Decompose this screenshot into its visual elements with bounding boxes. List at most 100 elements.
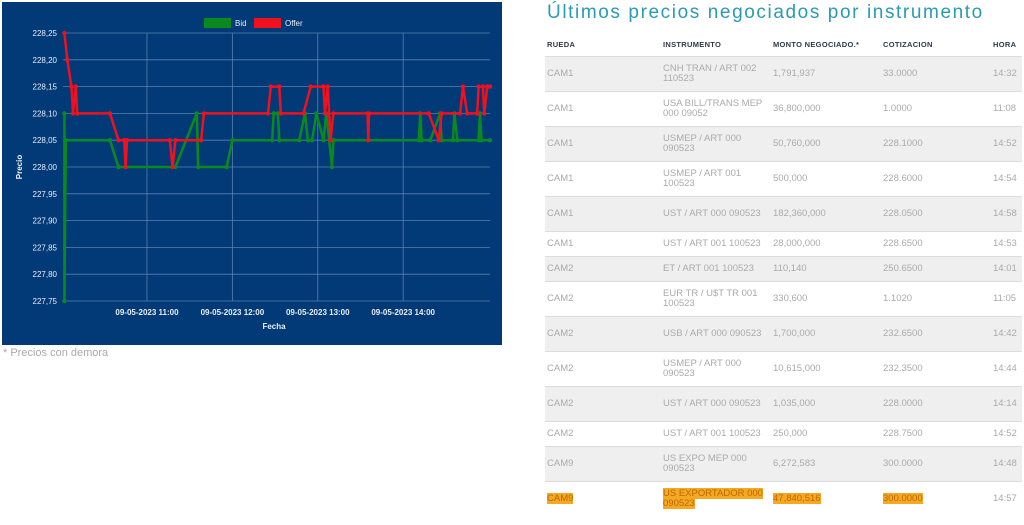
cell-hora: 14:32 xyxy=(991,56,1022,92)
table-row: CAM2 UST / ART 000 090523 1,035,000 228.000… xyxy=(545,386,1022,422)
series-line-bid xyxy=(63,112,490,303)
data-point-offer xyxy=(201,111,207,116)
data-point-offer xyxy=(465,111,470,116)
cell-text: 228.6500 xyxy=(883,238,923,249)
data-point-offer xyxy=(198,138,204,143)
y-tick-label: 227,75 xyxy=(33,297,58,306)
cell-rueda: CAM1 xyxy=(545,196,661,232)
cell-text: 14:42 xyxy=(993,328,1017,339)
cell-text: CAM2 xyxy=(547,398,574,409)
data-point-bid xyxy=(419,138,424,143)
y-tick-label: 228,25 xyxy=(33,29,58,38)
cell-rueda: CAM1 xyxy=(545,91,661,127)
data-point-bid xyxy=(196,164,201,170)
cell-text: 1.1020 xyxy=(883,293,913,304)
cell-text: 1.0000 xyxy=(883,103,913,114)
page-title: Últimos precios negociados por instrumen… xyxy=(547,2,984,23)
legend-label-bid: Bid xyxy=(235,19,247,28)
cell-text: USA BILL/TRANS MEP 000 09052 xyxy=(663,98,763,119)
table-row: CAM1 UST / ART 000 090523 182,360,000 228.0… xyxy=(545,196,1022,232)
data-point-bid xyxy=(107,138,113,143)
data-point-bid xyxy=(277,138,282,143)
data-point-bid xyxy=(309,138,315,143)
table-row: CAM1 USMEP / ART 001 100523 500,000 228.600… xyxy=(545,161,1022,197)
cell-text: 6,272,583 xyxy=(773,458,816,469)
cell-cotizacion: 300.0000 xyxy=(881,446,991,482)
cell-hora: 14:52 xyxy=(991,421,1022,447)
data-point-offer xyxy=(278,111,283,116)
delay-footnote: * Precios con demora xyxy=(3,347,109,359)
cell-monto: 110,140 xyxy=(771,256,881,282)
table-row: CAM9 US EXPO MEP 000 090523 6,272,583 300.0… xyxy=(545,446,1022,482)
cell-text: UST / ART 000 090523 xyxy=(663,398,761,409)
cell-instrumento: UST / ART 001 100523 xyxy=(661,231,771,257)
data-point-offer xyxy=(436,138,441,143)
x-tick-label: 09-05-2023 14:00 xyxy=(371,308,435,317)
data-point-offer xyxy=(476,84,481,89)
col-instrumento: INSTRUMENTO xyxy=(663,39,722,49)
cell-cotizacion: 300.0000 xyxy=(881,481,991,516)
data-point-offer xyxy=(65,57,70,62)
data-point-offer xyxy=(173,138,178,143)
cell-hora: 14:14 xyxy=(991,386,1022,422)
table-row: CAM1 USMEP / ART 000 090523 50,760,000 228.… xyxy=(545,126,1022,162)
cell-text: 1,035,000 xyxy=(773,398,816,409)
data-point-offer xyxy=(268,84,274,89)
data-point-bid xyxy=(314,111,319,116)
cell-text: CAM1 xyxy=(547,138,574,149)
data-point-offer xyxy=(482,111,487,116)
table-row: CAM9 US EXPORTADOR 000 090523 47,840,516 30… xyxy=(545,481,1022,516)
data-point-bid xyxy=(270,138,275,143)
cell-instrumento: EUR TR / U$T TR 001 100523 xyxy=(661,281,771,317)
cell-text: 228.6000 xyxy=(883,173,923,184)
x-tick-label: 09-05-2023 11:00 xyxy=(115,308,179,317)
cell-cotizacion: 250.6500 xyxy=(881,256,991,282)
cell-rueda: CAM2 xyxy=(545,421,661,447)
data-point-offer xyxy=(308,84,313,89)
y-tick-label: 228,00 xyxy=(33,163,58,172)
data-point-offer xyxy=(301,111,306,116)
col-cotizacion: COTIZACION xyxy=(883,39,933,49)
cell-text: US EXPO MEP 000 090523 xyxy=(663,453,747,474)
cell-rueda: CAM1 xyxy=(545,126,661,162)
cell-hora: 14:53 xyxy=(991,231,1022,257)
data-point-bid xyxy=(62,298,67,304)
prices-table: RUEDA INSTRUMENTO MONTO NEGOCIADO.* COTI… xyxy=(545,32,1022,516)
data-point-offer xyxy=(277,84,282,89)
cell-text: 228.1000 xyxy=(883,138,923,149)
data-point-offer xyxy=(73,84,79,89)
table-row: CAM2 USB / ART 000 090523 1,700,000 232.650… xyxy=(545,316,1022,352)
cell-rueda: CAM9 xyxy=(545,481,661,516)
cell-text: 250.6500 xyxy=(883,263,923,274)
cell-cotizacion: 33.0000 xyxy=(881,56,991,92)
cell-text: EUR TR / U$T TR 001 100523 xyxy=(663,288,758,309)
cell-text: 36,800,000 xyxy=(773,103,821,114)
data-point-offer xyxy=(321,84,326,89)
cell-text: 110,140 xyxy=(773,263,807,274)
y-tick-label: 228,15 xyxy=(33,83,58,92)
table-row: CAM1 CNH TRAN / ART 002 110523 1,791,937 33… xyxy=(545,56,1022,92)
cell-instrumento: USMEP / ART 001 100523 xyxy=(661,161,771,197)
table-row: CAM1 USA BILL/TRANS MEP 000 09052 36,800,0… xyxy=(545,91,1022,127)
data-point-bid xyxy=(305,138,311,143)
table-row: CAM2 UST / ART 001 100523 250,000 228.7500 1… xyxy=(545,421,1022,447)
cell-monto: 1,035,000 xyxy=(771,386,881,422)
data-point-offer xyxy=(167,138,172,143)
cell-hora: 14:58 xyxy=(991,196,1022,232)
cell-text: USB / ART 000 090523 xyxy=(663,328,762,339)
cell-text: 14:44 xyxy=(993,363,1017,374)
y-tick-label: 227,95 xyxy=(33,190,58,199)
table-row: CAM2 ET / ART 001 100523 110,140 250.6500 14… xyxy=(545,256,1022,282)
cell-text: 11:05 xyxy=(993,293,1017,304)
cell-text: CAM1 xyxy=(547,68,574,79)
data-point-offer xyxy=(439,111,444,116)
cell-monto: 50,760,000 xyxy=(771,126,881,162)
cell-hora: 14:54 xyxy=(991,161,1022,197)
cell-text: UST / ART 000 090523 xyxy=(663,208,761,219)
cell-text: CAM1 xyxy=(547,103,574,114)
data-point-bid xyxy=(194,111,199,116)
y-tick-label: 228,20 xyxy=(33,56,58,65)
series-line-offer xyxy=(63,32,490,169)
cell-monto: 500,000 xyxy=(771,161,881,197)
price-chart: 228,25 228,20 228,15 228,10 228,05 228,00 227,… xyxy=(2,2,502,345)
